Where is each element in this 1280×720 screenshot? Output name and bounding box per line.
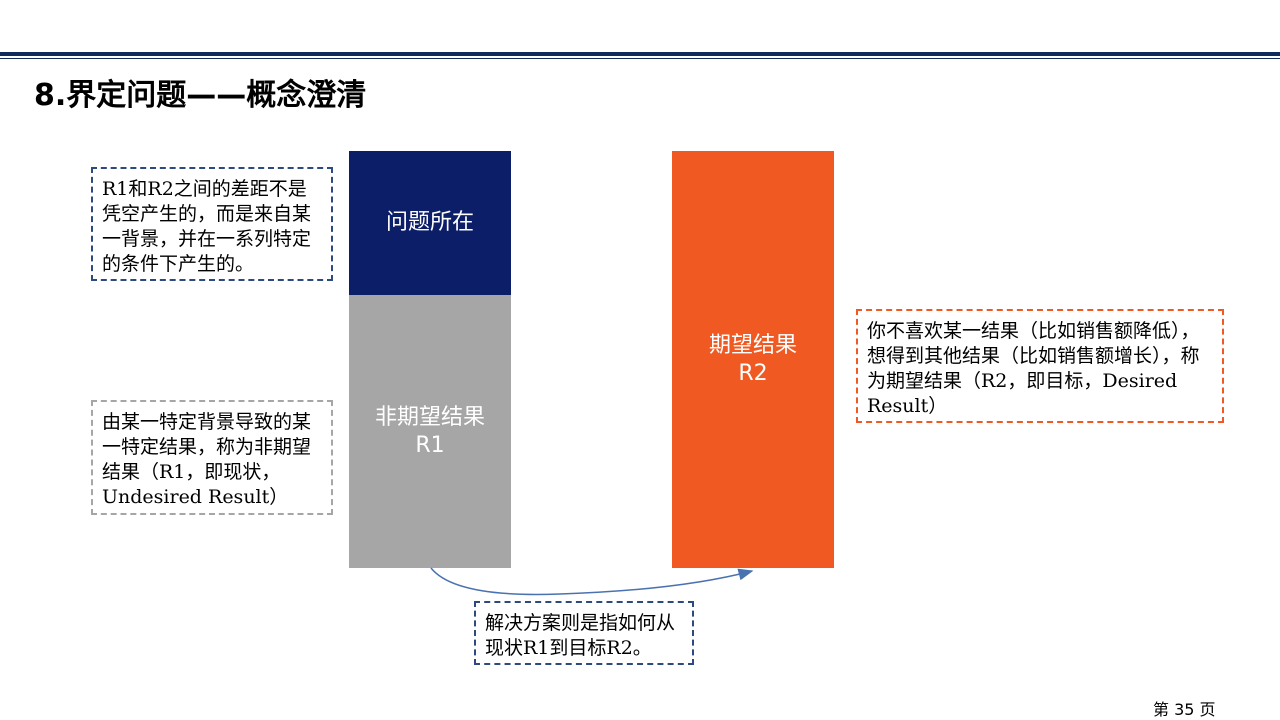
desired-result-block: 期望结果 R2 (672, 151, 834, 568)
page-number: 第 35 页 (1153, 700, 1216, 719)
slide-title: 8.界定问题——概念澄清 (34, 78, 367, 113)
desired-result-note: 你不喜欢某一结果（比如销售额降低），想得到其他结果（比如销售额增长），称为期望结… (856, 309, 1224, 423)
background-note: R1和R2之间的差距不是凭空产生的，而是来自某一背景，并在一系列特定的条件下产生… (91, 167, 333, 281)
undesired-result-block: 非期望结果 R1 (349, 295, 511, 568)
solution-note: 解决方案则是指如何从现状R1到目标R2。 (474, 601, 694, 665)
header-rule (0, 52, 1280, 56)
desired-result-label: 期望结果 (708, 332, 797, 358)
desired-result-code: R2 (738, 360, 768, 386)
problem-label: 问题所在 (385, 210, 474, 235)
undesired-result-label: 非期望结果 (374, 404, 485, 430)
undesired-result-note: 由某一特定背景导致的某一特定结果，称为非期望结果（R1，即现状，Undesire… (91, 400, 333, 515)
problem-block: 问题所在 (349, 151, 511, 295)
header-rule-thin (0, 58, 1280, 59)
undesired-result-code: R1 (415, 432, 445, 458)
